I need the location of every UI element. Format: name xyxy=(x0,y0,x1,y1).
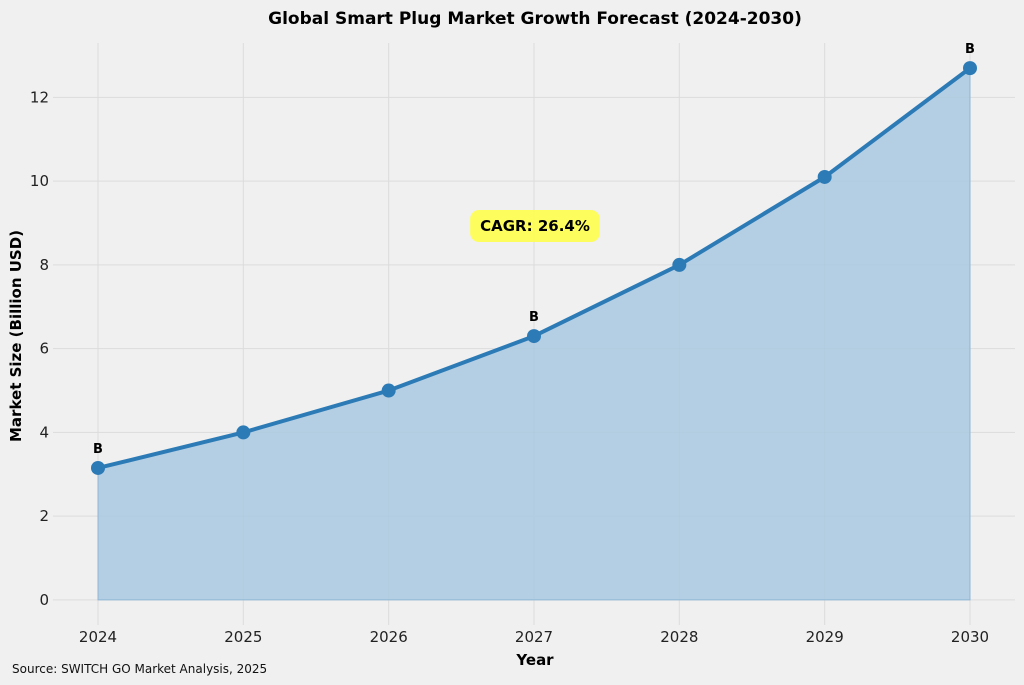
x-tick-label: 2025 xyxy=(224,628,262,646)
x-tick-label: 2029 xyxy=(806,628,844,646)
data-points xyxy=(91,61,977,475)
y-tick-label: 10 xyxy=(30,172,49,190)
x-tick-label: 2027 xyxy=(515,628,553,646)
data-point xyxy=(236,425,251,440)
data-point xyxy=(527,329,541,344)
cagr-annotation: CAGR: 26.4% xyxy=(470,210,600,242)
cagr-annotation-text: CAGR: 26.4% xyxy=(480,217,590,235)
x-tick-label: 2026 xyxy=(370,628,408,646)
x-tick-label: 2028 xyxy=(660,628,698,646)
x-axis-label: Year xyxy=(515,651,554,669)
y-tick-label: 0 xyxy=(39,591,49,609)
chart-title: Global Smart Plug Market Growth Forecast… xyxy=(268,9,802,29)
x-tick-label: 2024 xyxy=(79,628,117,646)
x-tick-label: 2030 xyxy=(951,628,989,646)
data-point xyxy=(91,460,105,475)
source-note: Source: SWITCH GO Market Analysis, 2025 xyxy=(12,662,267,676)
data-label: B xyxy=(965,42,975,57)
cagr-annotation-box xyxy=(470,210,600,242)
y-tick-label: 12 xyxy=(30,88,49,106)
y-tick-labels: 0 2 4 6 8 10 12 xyxy=(30,88,49,608)
data-labels: B B B xyxy=(93,42,975,457)
y-tick-label: 2 xyxy=(39,507,49,525)
data-label: B xyxy=(93,442,103,457)
x-tick-labels: 2024 2025 2026 2027 2028 2029 2030 xyxy=(79,628,989,646)
data-point xyxy=(817,169,832,184)
y-tick-label: 8 xyxy=(39,256,49,274)
y-tick-label: 6 xyxy=(39,340,49,358)
data-point xyxy=(672,257,687,272)
data-point xyxy=(963,61,977,76)
y-tick-label: 4 xyxy=(39,423,49,441)
data-label: B xyxy=(529,310,539,325)
y-axis-label: Market Size (Billion USD) xyxy=(7,230,25,442)
data-point xyxy=(381,383,396,398)
